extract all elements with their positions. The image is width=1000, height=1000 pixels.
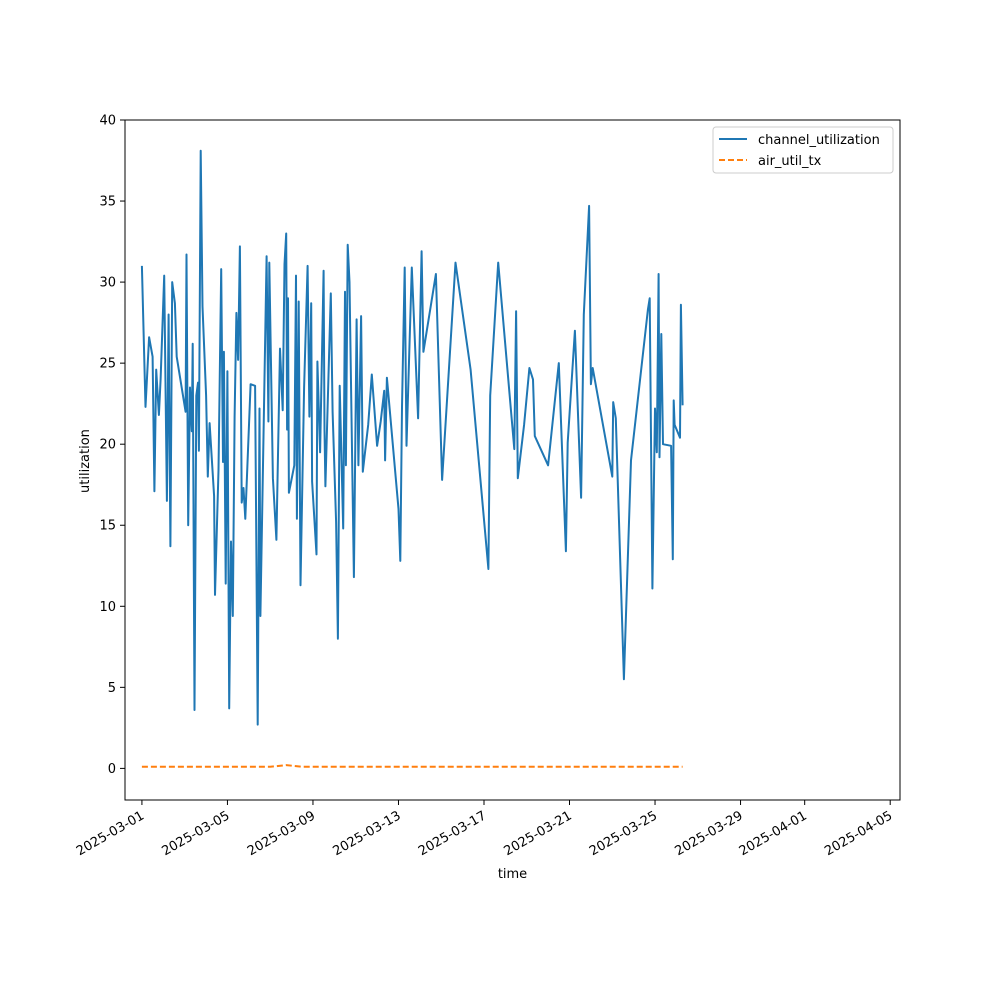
y-tick-label: 5 <box>108 681 116 696</box>
y-tick-label: 25 <box>99 357 116 372</box>
y-axis: 0 5 10 15 20 25 30 35 40 <box>99 114 125 777</box>
legend-label-channel-utilization: channel_utilization <box>758 133 880 148</box>
y-tick-label: 30 <box>99 276 116 291</box>
y-tick-label: 35 <box>99 195 116 210</box>
legend-label-air-util-tx: air_util_tx <box>758 154 822 169</box>
y-tick-label: 10 <box>99 600 116 615</box>
y-tick-label: 0 <box>108 762 116 777</box>
y-axis-title: utilization <box>78 429 93 493</box>
series-layer <box>140 149 684 768</box>
series-line-air-util-tx <box>141 764 683 768</box>
y-tick-label: 15 <box>99 519 116 534</box>
y-tick-label: 20 <box>99 438 116 453</box>
y-tick-label: 40 <box>99 114 116 129</box>
x-axis-title: time <box>498 867 527 882</box>
legend: channel_utilization air_util_tx <box>712 126 894 174</box>
series-line-channel-utilization <box>140 149 684 726</box>
legend-box <box>712 126 894 174</box>
plot-frame <box>124 119 901 801</box>
